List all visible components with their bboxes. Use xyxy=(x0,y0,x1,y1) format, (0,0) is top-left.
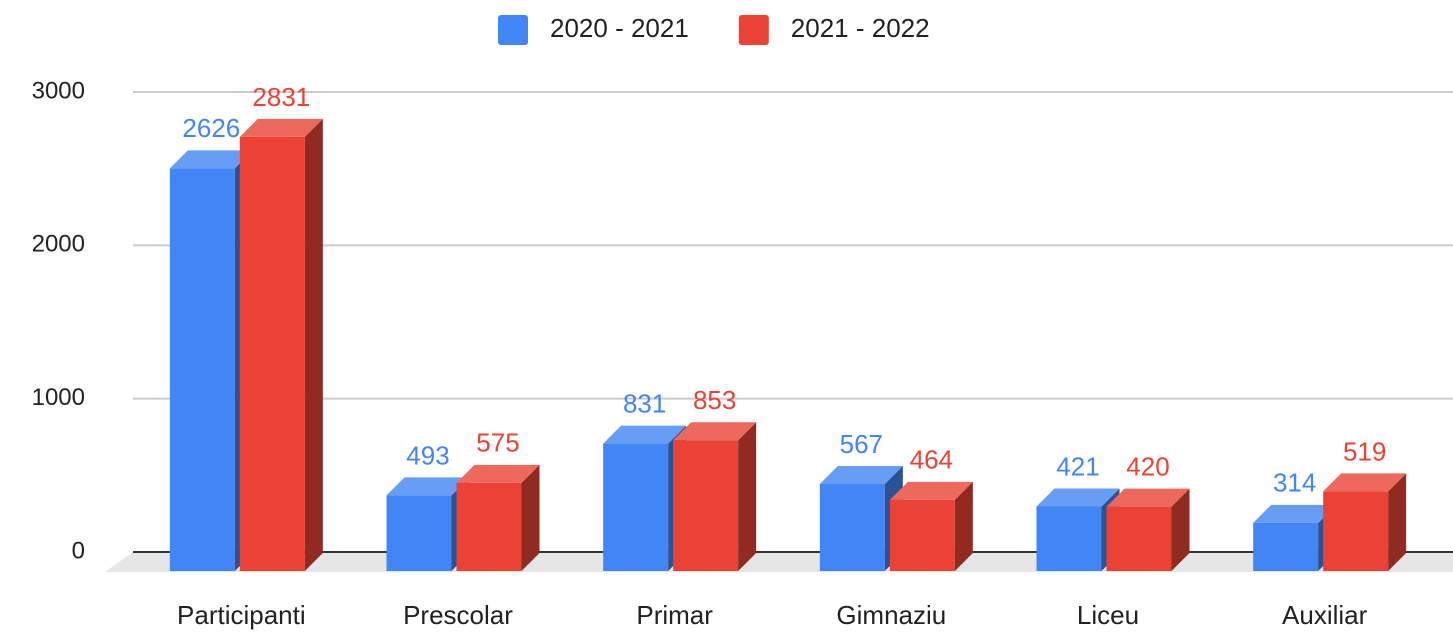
value-label: 519 xyxy=(1343,436,1386,466)
y-tick-label: 3000 xyxy=(32,77,85,104)
bar-side xyxy=(1388,473,1407,571)
bar-front xyxy=(1253,522,1319,571)
bar-front xyxy=(239,136,305,571)
x-tick-label: Participanti xyxy=(177,600,306,630)
bar-front xyxy=(603,443,669,571)
value-label: 2626 xyxy=(182,113,240,143)
x-tick-label: Primar xyxy=(636,600,713,630)
value-label: 831 xyxy=(623,388,666,418)
bar xyxy=(889,481,973,571)
bar-front xyxy=(819,484,885,571)
bar-front xyxy=(386,495,452,571)
bar-front xyxy=(169,168,235,571)
x-tick-label: Auxiliar xyxy=(1282,600,1368,630)
bar-side xyxy=(304,118,323,571)
bar-top xyxy=(386,477,470,496)
bar-side xyxy=(738,422,757,571)
legend-label: 2021 - 2022 xyxy=(791,13,930,43)
bar-top xyxy=(889,481,973,500)
y-tick-label: 0 xyxy=(72,537,85,564)
bar-front xyxy=(456,482,522,571)
bar xyxy=(1106,488,1190,571)
bar-front xyxy=(1036,506,1102,571)
bar-top xyxy=(819,466,903,485)
bar-top xyxy=(1253,504,1337,523)
x-tick-label: Liceu xyxy=(1077,600,1139,630)
value-label: 464 xyxy=(910,445,953,475)
bar xyxy=(239,118,323,571)
value-label: 575 xyxy=(476,428,519,458)
value-label: 853 xyxy=(693,385,736,415)
bar-top xyxy=(673,422,757,441)
value-label: 421 xyxy=(1056,451,1099,481)
value-label: 493 xyxy=(406,440,449,470)
bar-front xyxy=(889,499,955,571)
bar xyxy=(456,464,540,571)
legend-swatch xyxy=(738,15,769,45)
y-tick-label: 1000 xyxy=(32,384,85,411)
y-tick-label: 2000 xyxy=(32,231,85,258)
value-label: 314 xyxy=(1273,468,1316,498)
bar xyxy=(673,422,757,571)
x-tick-label: Prescolar xyxy=(403,600,513,630)
bar-top xyxy=(239,118,323,137)
legend-swatch xyxy=(498,15,528,45)
value-label: 567 xyxy=(840,429,883,459)
bar-front xyxy=(673,440,739,571)
bar xyxy=(1323,473,1407,571)
bar-side xyxy=(521,464,540,571)
bar-front xyxy=(1323,491,1389,571)
bar-side xyxy=(954,481,973,571)
bar-top xyxy=(1036,488,1120,507)
x-tick-label: Gimnaziu xyxy=(836,600,946,630)
value-label: 2831 xyxy=(252,82,310,112)
bar-top xyxy=(456,464,540,483)
bar-top xyxy=(1106,488,1190,507)
bar-top xyxy=(169,150,253,169)
value-label: 420 xyxy=(1126,451,1169,481)
bar-front xyxy=(1106,506,1172,571)
bar-side xyxy=(1171,488,1190,571)
bar-top xyxy=(603,425,687,444)
legend-label: 2020 - 2021 xyxy=(550,13,689,43)
bar-top xyxy=(1323,473,1407,492)
